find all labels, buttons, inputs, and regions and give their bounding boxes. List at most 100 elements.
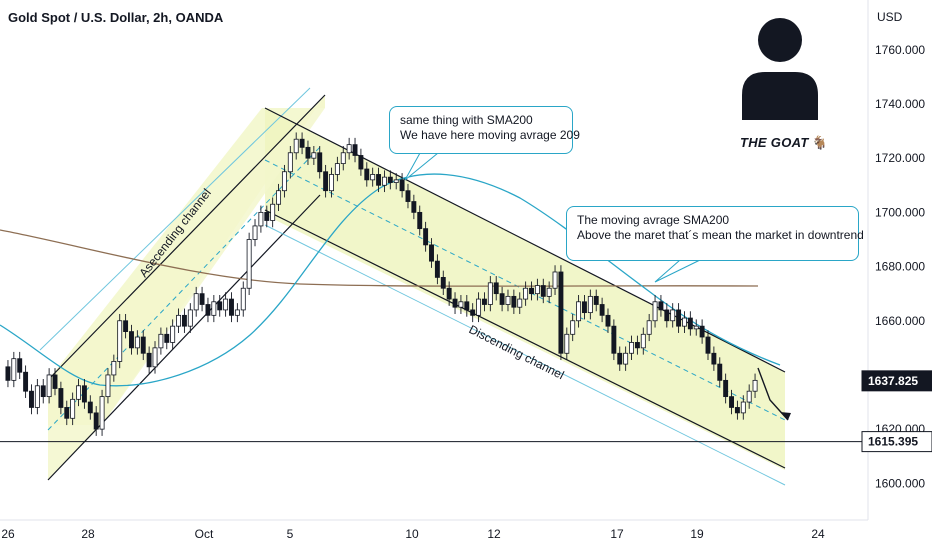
candle-body bbox=[176, 314, 182, 327]
price-tick-label: 1760.000 bbox=[875, 43, 925, 57]
candle-body bbox=[211, 301, 217, 316]
candle-body bbox=[699, 325, 705, 338]
candle-body bbox=[252, 225, 258, 240]
candle-body bbox=[411, 201, 417, 213]
candle-body bbox=[752, 379, 758, 392]
candle-body bbox=[711, 352, 717, 365]
candle-body bbox=[629, 342, 634, 354]
candle-body bbox=[46, 374, 52, 398]
candle-body bbox=[270, 203, 276, 221]
candle-body bbox=[305, 146, 311, 159]
price-label-box bbox=[861, 431, 932, 453]
candle-body bbox=[470, 309, 476, 316]
candle-body bbox=[417, 211, 423, 230]
candle-body bbox=[717, 363, 723, 381]
candle-body bbox=[423, 228, 429, 246]
candle-body bbox=[11, 358, 17, 381]
time-tick-label: 19 bbox=[690, 527, 704, 541]
candle-body bbox=[646, 320, 652, 335]
candle-body bbox=[670, 309, 676, 322]
candle-body bbox=[640, 333, 646, 349]
candle-body bbox=[705, 336, 711, 354]
candle-body bbox=[217, 301, 223, 311]
candle-body bbox=[29, 390, 34, 408]
candle-body bbox=[287, 152, 293, 173]
candle-body bbox=[158, 333, 164, 349]
price-tick-label: 1680.000 bbox=[875, 260, 925, 274]
price-label: 1615.395 bbox=[868, 435, 918, 449]
time-tick-label: 24 bbox=[811, 527, 825, 541]
candle-body bbox=[734, 407, 740, 414]
candle-body bbox=[140, 336, 146, 354]
candle-body bbox=[170, 325, 176, 343]
candle-body bbox=[587, 295, 593, 314]
candle-body bbox=[511, 295, 517, 308]
avatar-body bbox=[742, 72, 818, 120]
candle-body bbox=[340, 152, 346, 165]
candle-body bbox=[370, 174, 376, 181]
candle-body bbox=[387, 176, 393, 183]
price-tick-label: 1700.000 bbox=[875, 205, 925, 219]
candle-body bbox=[352, 144, 358, 156]
candle-body bbox=[364, 168, 370, 181]
candle-body bbox=[599, 304, 605, 316]
candle-body bbox=[181, 314, 187, 327]
candle-body bbox=[299, 138, 305, 148]
candle-body bbox=[593, 295, 599, 305]
candle-body bbox=[517, 298, 523, 308]
candle-body bbox=[193, 293, 199, 311]
candle-body bbox=[723, 379, 729, 398]
candle-body bbox=[546, 287, 552, 297]
candle-body bbox=[293, 138, 299, 154]
candle-body bbox=[199, 293, 205, 305]
ascending-channel-outer bbox=[39, 87, 311, 351]
candle-body bbox=[111, 360, 117, 376]
candle-body bbox=[464, 301, 470, 311]
candle-body bbox=[317, 152, 323, 173]
candle-body bbox=[558, 271, 564, 354]
candle-body bbox=[358, 155, 364, 170]
candle-body bbox=[152, 347, 158, 368]
ascending-channel-lower bbox=[47, 194, 321, 481]
candle-body bbox=[5, 366, 11, 381]
candle-body bbox=[76, 385, 81, 400]
candle-body bbox=[64, 407, 70, 419]
annotation-line: Above the maret that´s mean the market i… bbox=[577, 228, 864, 242]
candle-body bbox=[564, 333, 570, 354]
time-tick-label: 12 bbox=[487, 527, 501, 541]
candle-body bbox=[658, 301, 664, 311]
time-tick-label: 28 bbox=[81, 527, 95, 541]
time-tick-label: Oct bbox=[195, 527, 214, 541]
candle-body bbox=[246, 239, 252, 289]
candle-body bbox=[234, 309, 240, 316]
candle-body bbox=[40, 385, 46, 398]
candle-body bbox=[276, 190, 282, 205]
candle-body bbox=[652, 301, 658, 322]
candle-body bbox=[105, 374, 111, 398]
candle-body bbox=[676, 309, 682, 327]
candle-body bbox=[529, 287, 534, 295]
descending-channel-lower bbox=[264, 209, 786, 469]
candle-body bbox=[552, 271, 558, 289]
price-tick-label: 1720.000 bbox=[875, 151, 925, 165]
candle-body bbox=[87, 401, 93, 414]
candle-body bbox=[687, 317, 693, 330]
candle-body bbox=[129, 331, 134, 349]
candle-body bbox=[329, 174, 334, 192]
annotation-callout-sma200: The moving avrage SMA200 Above the maret… bbox=[566, 206, 864, 261]
candle-body bbox=[99, 396, 105, 430]
candle-body bbox=[376, 174, 382, 186]
candle-body bbox=[746, 390, 752, 403]
candle-body bbox=[682, 317, 687, 327]
time-tick-label: 10 bbox=[405, 527, 419, 541]
price-tick-label: 1600.000 bbox=[875, 476, 925, 490]
candle-body bbox=[117, 320, 123, 362]
author-name: THE GOAT bbox=[740, 135, 809, 150]
candle-body bbox=[205, 304, 211, 316]
candle-body bbox=[434, 260, 440, 278]
candle-body bbox=[393, 179, 399, 183]
price-tick-label: 1660.000 bbox=[875, 314, 925, 328]
candle-body bbox=[740, 401, 746, 414]
candle-body bbox=[399, 179, 405, 192]
currency-label: USD bbox=[877, 10, 903, 24]
